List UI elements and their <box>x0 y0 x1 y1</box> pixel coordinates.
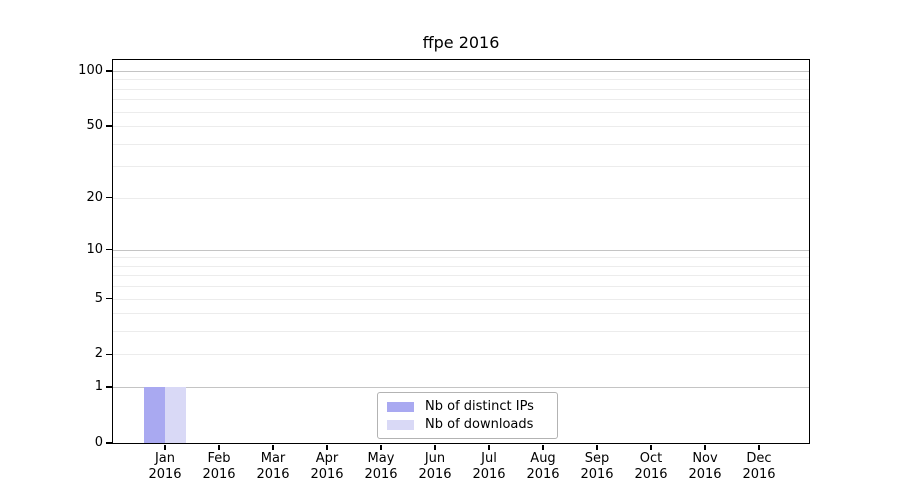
y-tick-mark <box>106 70 113 72</box>
y-tick-mark <box>106 353 113 356</box>
x-tick-mark <box>434 444 436 450</box>
x-tick-mark <box>164 444 166 450</box>
gridline-minor <box>113 275 809 277</box>
y-tick-label: 1 <box>94 379 103 395</box>
gridline-minor <box>113 313 809 315</box>
y-tick-mark <box>106 196 113 199</box>
x-tick-label: Sep 2016 <box>580 451 614 482</box>
gridline-minor <box>113 265 809 267</box>
x-tick-mark <box>758 444 760 450</box>
x-tick-label: Feb 2016 <box>202 451 236 482</box>
x-tick-mark <box>488 444 490 450</box>
y-tick-mark <box>106 297 113 300</box>
x-tick-label: Oct 2016 <box>634 451 668 482</box>
y-tick-label: 10 <box>86 241 103 257</box>
x-tick-label: Nov 2016 <box>688 451 722 482</box>
y-tick-label: 5 <box>94 290 103 306</box>
chart-title: ffpe 2016 <box>422 33 500 52</box>
x-tick-label: Dec 2016 <box>742 451 776 482</box>
gridline-minor <box>113 79 809 81</box>
gridline-minor <box>113 111 809 113</box>
y-tick-label: 50 <box>86 118 103 134</box>
gridline-major <box>113 249 809 251</box>
x-tick-label: Jul 2016 <box>472 451 506 482</box>
gridline-minor <box>113 143 809 145</box>
x-tick-mark <box>272 444 274 450</box>
gridline-minor <box>113 286 809 288</box>
y-tick-mark <box>106 386 113 388</box>
gridline-major <box>113 71 809 72</box>
legend-swatch-downloads <box>387 419 414 430</box>
gridline-minor <box>113 331 809 333</box>
legend-item-downloads: Nb of downloads <box>387 417 548 432</box>
legend-label-downloads: Nb of downloads <box>425 417 534 432</box>
gridline-minor <box>113 257 809 259</box>
legend: Nb of distinct IPs Nb of downloads <box>377 392 558 439</box>
x-tick-label: May 2016 <box>364 451 398 482</box>
x-tick-mark <box>542 444 544 450</box>
gridline-minor <box>113 354 809 356</box>
x-tick-mark <box>326 444 328 450</box>
gridline-major <box>113 387 809 389</box>
y-tick-label: 2 <box>94 346 103 362</box>
gridline-minor <box>113 298 809 300</box>
legend-label-distinct-ips: Nb of distinct IPs <box>425 399 534 414</box>
y-tick-mark <box>106 442 113 444</box>
y-tick-mark <box>106 249 113 251</box>
x-tick-mark <box>650 444 652 450</box>
x-tick-label: Jan 2016 <box>148 451 182 482</box>
legend-item-distinct-ips: Nb of distinct IPs <box>387 399 548 414</box>
x-tick-mark <box>218 444 220 450</box>
x-tick-label: Jun 2016 <box>418 451 452 482</box>
x-tick-label: Apr 2016 <box>310 451 344 482</box>
x-tick-mark <box>704 444 706 450</box>
x-tick-label: Aug 2016 <box>526 451 560 482</box>
gridline-minor <box>113 197 809 199</box>
bar-downloads <box>165 387 186 443</box>
y-tick-label: 0 <box>94 435 103 450</box>
y-tick-label: 100 <box>78 63 103 78</box>
x-tick-label: Mar 2016 <box>256 451 290 482</box>
gridline-minor <box>113 88 809 90</box>
bar-distinct-ips <box>144 387 165 443</box>
gridline-minor <box>113 99 809 101</box>
gridline-minor <box>113 126 809 128</box>
x-tick-mark <box>596 444 598 450</box>
gridline-minor <box>113 166 809 168</box>
y-tick-mark <box>106 125 113 127</box>
x-tick-mark <box>380 444 382 450</box>
legend-swatch-distinct-ips <box>387 401 414 412</box>
y-tick-label: 20 <box>86 189 103 205</box>
